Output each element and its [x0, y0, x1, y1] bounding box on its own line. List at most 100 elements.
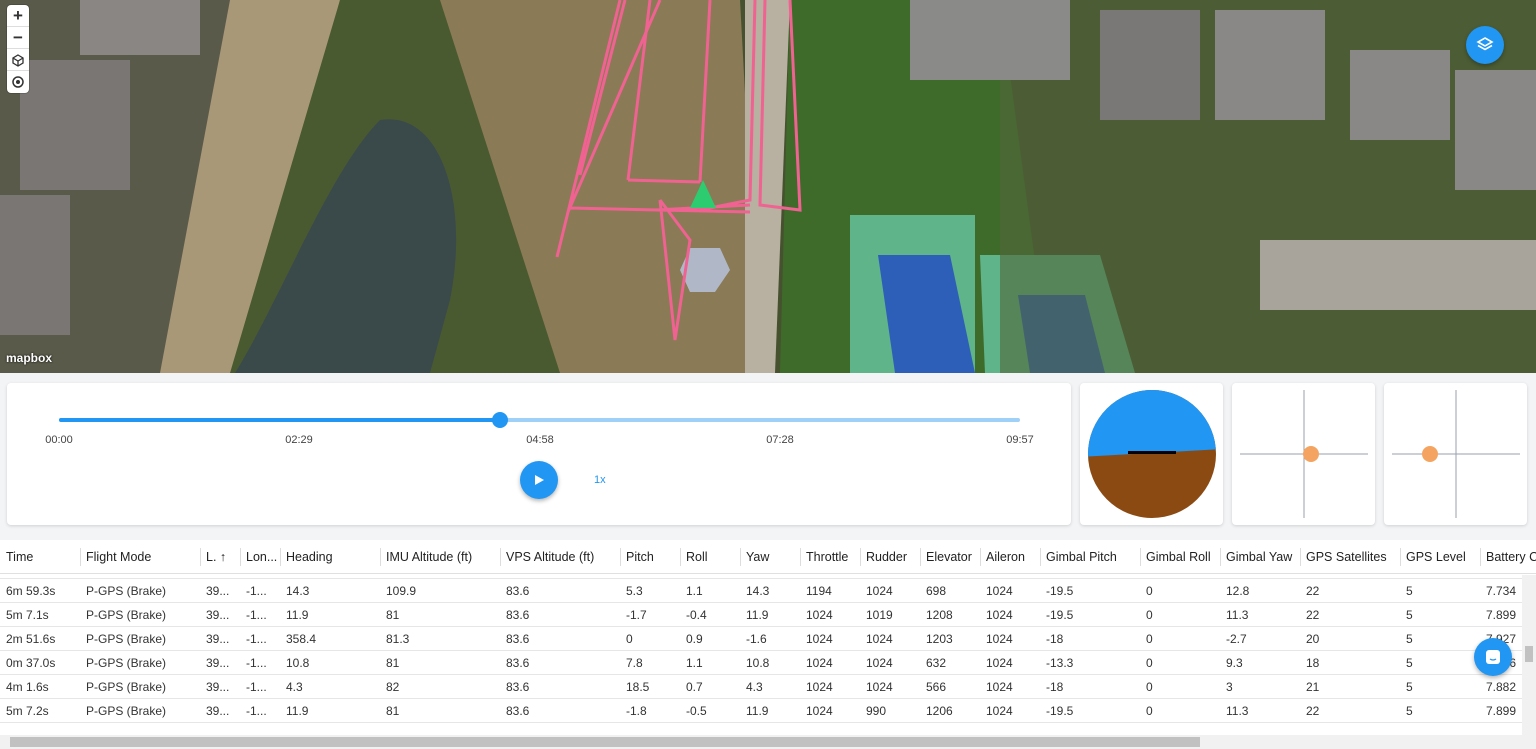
column-header[interactable]: Aileron — [986, 550, 1025, 564]
column-header[interactable]: Elevator — [926, 550, 972, 564]
horizon-marker — [1128, 451, 1176, 454]
right-stick-plot — [1392, 390, 1520, 518]
table-row[interactable]: 6m 59.3s P-GPS (Brake) 39... -1... 14.3 109.9… — [0, 579, 1522, 603]
table-cell: -1.7 — [626, 608, 647, 622]
column-header[interactable]: Pitch — [626, 550, 654, 564]
table-cell: 7.8 — [626, 656, 643, 670]
column-divider[interactable] — [1040, 548, 1041, 566]
column-divider[interactable] — [980, 548, 981, 566]
column-header[interactable]: VPS Altitude (ft) — [506, 550, 595, 564]
column-header[interactable]: Battery C — [1486, 550, 1536, 564]
column-divider[interactable] — [1140, 548, 1141, 566]
column-divider[interactable] — [860, 548, 861, 566]
table-cell: 0 — [626, 632, 633, 646]
table-cell: -13.3 — [1046, 656, 1074, 670]
table-cell: 566 — [926, 680, 947, 694]
table-cell: 5m 7.1s — [6, 608, 49, 622]
speed-button[interactable]: 1x — [594, 474, 606, 486]
table-cell: 11.9 — [746, 608, 769, 622]
table-cell: 4.3 — [746, 680, 763, 694]
column-header[interactable]: Yaw — [746, 550, 770, 564]
column-header[interactable]: Roll — [686, 550, 708, 564]
table-cell: 22 — [1306, 704, 1320, 718]
column-divider[interactable] — [740, 548, 741, 566]
column-header[interactable]: IMU Altitude (ft) — [386, 550, 473, 564]
table-cell: 0 — [1146, 632, 1153, 646]
table-row[interactable]: 5m 7.1s P-GPS (Brake) 39... -1... 11.9 81 83.6… — [0, 603, 1522, 627]
table-cell: 12.8 — [1226, 584, 1250, 598]
table-cell: -18 — [1046, 632, 1064, 646]
layers-button[interactable] — [1466, 26, 1504, 64]
table-row[interactable]: 0m 37.0s P-GPS (Brake) 39... -1... 10.8 81 83.… — [0, 651, 1522, 675]
column-divider[interactable] — [920, 548, 921, 566]
table-cell: 9.3 — [1226, 656, 1243, 670]
column-divider[interactable] — [500, 548, 501, 566]
table-cell: 11.9 — [746, 704, 769, 718]
table-cell: 7.899 — [1486, 608, 1517, 622]
column-divider[interactable] — [80, 548, 81, 566]
table-cell: -0.5 — [686, 704, 707, 718]
column-header[interactable]: Time — [6, 550, 34, 564]
timeline-tick: 00:00 — [45, 434, 73, 446]
table-cell: 83.6 — [506, 704, 530, 718]
table-row[interactable]: 2m 51.3sP-GPS (Brake)39...-1...358.481.3… — [0, 575, 1522, 579]
column-header[interactable]: Heading — [286, 550, 333, 564]
table-cell: 1024 — [806, 632, 833, 646]
table-cell: 11.9 — [286, 704, 309, 718]
column-header[interactable]: Rudder — [866, 550, 907, 564]
column-header[interactable]: Lon... — [246, 550, 278, 564]
crosshair-icon — [12, 76, 24, 88]
zoom-out-button[interactable]: − — [7, 27, 29, 49]
column-header[interactable]: Gimbal Roll — [1146, 550, 1211, 564]
chat-button[interactable] — [1474, 638, 1512, 676]
timeline-thumb[interactable] — [492, 412, 509, 428]
table-row[interactable]: 4m 1.6s P-GPS (Brake) 39... -1... 4.3 82 83.6 1… — [0, 675, 1522, 699]
flight-map[interactable]: + − mapbox — [0, 0, 1536, 373]
column-divider[interactable] — [1300, 548, 1301, 566]
play-button[interactable] — [520, 461, 558, 499]
vertical-scrollbar[interactable] — [1522, 575, 1536, 735]
column-divider[interactable] — [1220, 548, 1221, 566]
left-stick-plot — [1240, 390, 1368, 518]
column-header[interactable]: GPS Level — [1406, 550, 1466, 564]
locate-button[interactable] — [7, 71, 29, 93]
column-divider[interactable] — [280, 548, 281, 566]
right-stick-panel — [1384, 383, 1527, 525]
play-icon — [535, 475, 544, 485]
table-cell: -1... — [246, 584, 267, 598]
table-row[interactable]: 5m 7.2s P-GPS (Brake) 39... -1... 11.9 81 83.6… — [0, 699, 1522, 723]
column-header[interactable]: Throttle — [806, 550, 849, 564]
timeline-slider[interactable] — [59, 412, 1020, 428]
column-divider[interactable] — [800, 548, 801, 566]
chat-icon — [1486, 650, 1500, 664]
timeline-tick: 04:58 — [526, 434, 554, 446]
vertical-scroll-thumb[interactable] — [1525, 646, 1533, 662]
table-cell: 18.5 — [626, 680, 650, 694]
map-controls: + − — [7, 5, 29, 93]
column-divider[interactable] — [240, 548, 241, 566]
zoom-in-button[interactable]: + — [7, 5, 29, 27]
table-cell: 1194 — [806, 584, 832, 598]
column-divider[interactable] — [200, 548, 201, 566]
table-cell: 1019 — [866, 608, 893, 622]
column-divider[interactable] — [1480, 548, 1481, 566]
table-cell: 1024 — [986, 608, 1013, 622]
column-divider[interactable] — [380, 548, 381, 566]
table-cell: 5 — [1406, 608, 1413, 622]
column-header[interactable]: Gimbal Yaw — [1226, 550, 1293, 564]
horizontal-scrollbar[interactable] — [0, 735, 1536, 749]
table-cell: 632 — [926, 656, 947, 670]
3d-view-button[interactable] — [7, 49, 29, 71]
table-row[interactable]: 2m 51.6s P-GPS (Brake) 39... -1... 358.4 81.3… — [0, 627, 1522, 651]
horizontal-scroll-thumb[interactable] — [10, 737, 1200, 747]
column-divider[interactable] — [1400, 548, 1401, 566]
column-header[interactable]: Flight Mode — [86, 550, 152, 564]
column-divider[interactable] — [680, 548, 681, 566]
column-divider[interactable] — [620, 548, 621, 566]
column-header[interactable]: L. ↑ — [206, 550, 227, 564]
table-cell: -2.7 — [1226, 632, 1247, 646]
column-header[interactable]: Gimbal Pitch — [1046, 550, 1117, 564]
table-cell: 11.9 — [286, 608, 309, 622]
table-cell: 18 — [1306, 656, 1320, 670]
column-header[interactable]: GPS Satellites — [1306, 550, 1387, 564]
